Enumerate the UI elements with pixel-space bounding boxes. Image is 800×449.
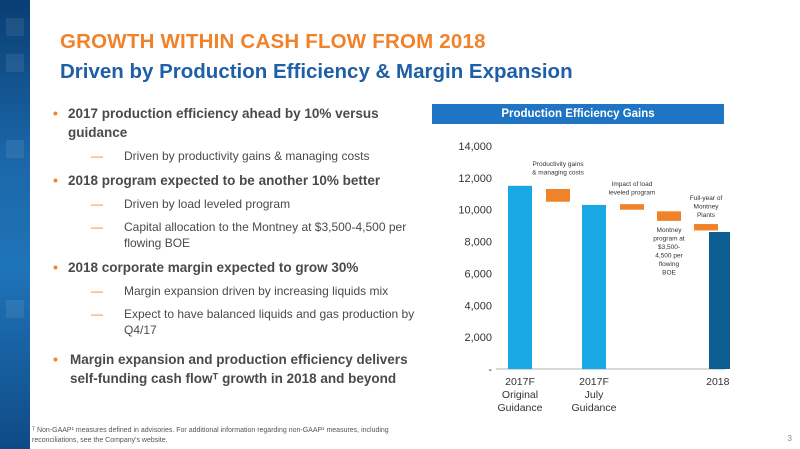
y-tick-label: 8,000 — [464, 237, 492, 249]
dash-icon: — — [91, 220, 103, 234]
sub-bullet-item: — Expect to have balanced liquids and gas… — [48, 306, 418, 338]
step-annotation: Full-year of — [690, 195, 723, 202]
bullet-text: Margin expansion and production efficien… — [70, 352, 408, 386]
left-accent-bar — [0, 0, 30, 449]
bullet-text: 2017 production efficiency ahead by 10% … — [68, 106, 379, 140]
bullet-list: • 2017 production efficiency ahead by 10%… — [48, 104, 418, 394]
sub-bullet-text: Driven by load leveled program — [124, 197, 291, 211]
step-annotation: Impact of load — [612, 181, 653, 188]
category-label: 2017F — [505, 376, 535, 388]
slide: GROWTH WITHIN CASH FLOW FROM 2018 Driven… — [30, 0, 800, 449]
dash-icon: — — [91, 284, 103, 298]
bullet-dot-icon: • — [53, 172, 58, 188]
bar — [508, 185, 532, 369]
footnote: ᵀ Non-GAAP¹ measures defined in advisori… — [32, 427, 389, 444]
category-label: Guidance — [498, 402, 543, 414]
decor-square — [6, 140, 24, 158]
step-annotation: program at — [653, 236, 685, 243]
decor-square — [6, 300, 24, 318]
decor-square — [6, 54, 24, 72]
sub-bullet-text: Margin expansion driven by increasing li… — [124, 284, 389, 298]
y-tick-label: 10,000 — [458, 205, 492, 217]
bullet-item: • Margin expansion and production efficie… — [48, 350, 418, 388]
step-annotation: Productivity gains — [533, 161, 585, 168]
sub-bullet-item: — Driven by load leveled program — [48, 196, 418, 212]
sub-bullet-item: — Capital allocation to the Montney at $3… — [48, 219, 418, 251]
bullet-item: • 2017 production efficiency ahead by 10%… — [48, 104, 418, 142]
step-bar — [620, 204, 644, 210]
step-annotation: & managing costs — [532, 170, 584, 177]
category-label: 2017F — [579, 376, 609, 388]
bullet-item: • 2018 corporate margin expected to grow … — [48, 258, 418, 277]
step-bar — [657, 211, 681, 221]
decor-square — [6, 18, 24, 36]
category-label: Guidance — [572, 402, 617, 414]
slide-title: GROWTH WITHIN CASH FLOW FROM 2018 — [60, 30, 486, 53]
y-tick-label: 6,000 — [464, 268, 492, 280]
y-tick-label: 4,000 — [464, 300, 492, 312]
chart-title: Production Efficiency Gains — [432, 104, 724, 124]
bullet-dot-icon: • — [53, 105, 58, 121]
step-bar — [546, 189, 570, 202]
y-tick-label: 2,000 — [464, 332, 492, 344]
sub-bullet-item: — Margin expansion driven by increasing l… — [48, 283, 418, 299]
dash-icon: — — [91, 197, 103, 211]
bullet-dot-icon: • — [53, 351, 58, 367]
chart-plot: - 2,000 4,000 6,000 8,000 10,000 12,000 14,000 2… — [458, 141, 730, 414]
slide-subtitle: Driven by Production Efficiency & Margin… — [60, 60, 573, 83]
step-annotation: Montney — [694, 204, 720, 211]
step-annotation: 4,500 per — [655, 253, 683, 260]
sub-bullet-item: — Driven by productivity gains & managing… — [48, 148, 418, 164]
dash-icon: — — [91, 307, 103, 321]
sub-bullet-text: Capital allocation to the Montney at $3,… — [124, 220, 407, 250]
bullet-text: 2018 program expected to be another 10% … — [68, 173, 381, 188]
step-annotation: Plants — [697, 212, 716, 219]
bullet-text: 2018 corporate margin expected to grow 3… — [68, 260, 359, 275]
step-bar — [694, 224, 718, 231]
bullet-dot-icon: • — [53, 259, 58, 275]
category-label: July — [585, 389, 604, 401]
step-annotation: leveled program — [609, 190, 656, 197]
y-tick-label: 14,000 — [458, 141, 492, 153]
step-annotation: flowing — [659, 261, 680, 268]
step-annotation: BOE — [662, 270, 676, 277]
bar — [582, 204, 606, 369]
dash-icon: — — [91, 149, 103, 163]
category-label: Original — [502, 389, 538, 401]
step-annotation: Montney — [657, 227, 683, 234]
production-efficiency-chart: Production Efficiency Gains - 2,000 4,000 6… — [430, 104, 730, 434]
category-label: 2018F — [706, 376, 730, 388]
bar — [709, 232, 730, 369]
step-annotation: $3,500- — [658, 244, 680, 251]
sub-bullet-text: Expect to have balanced liquids and gas … — [124, 307, 415, 337]
page-number: 3 — [787, 434, 792, 443]
y-tick-label: 12,000 — [458, 173, 492, 185]
bullet-item: • 2018 program expected to be another 10%… — [48, 171, 418, 190]
sub-bullet-text: Driven by productivity gains & managing … — [124, 149, 370, 163]
y-tick-label: - — [488, 364, 492, 376]
